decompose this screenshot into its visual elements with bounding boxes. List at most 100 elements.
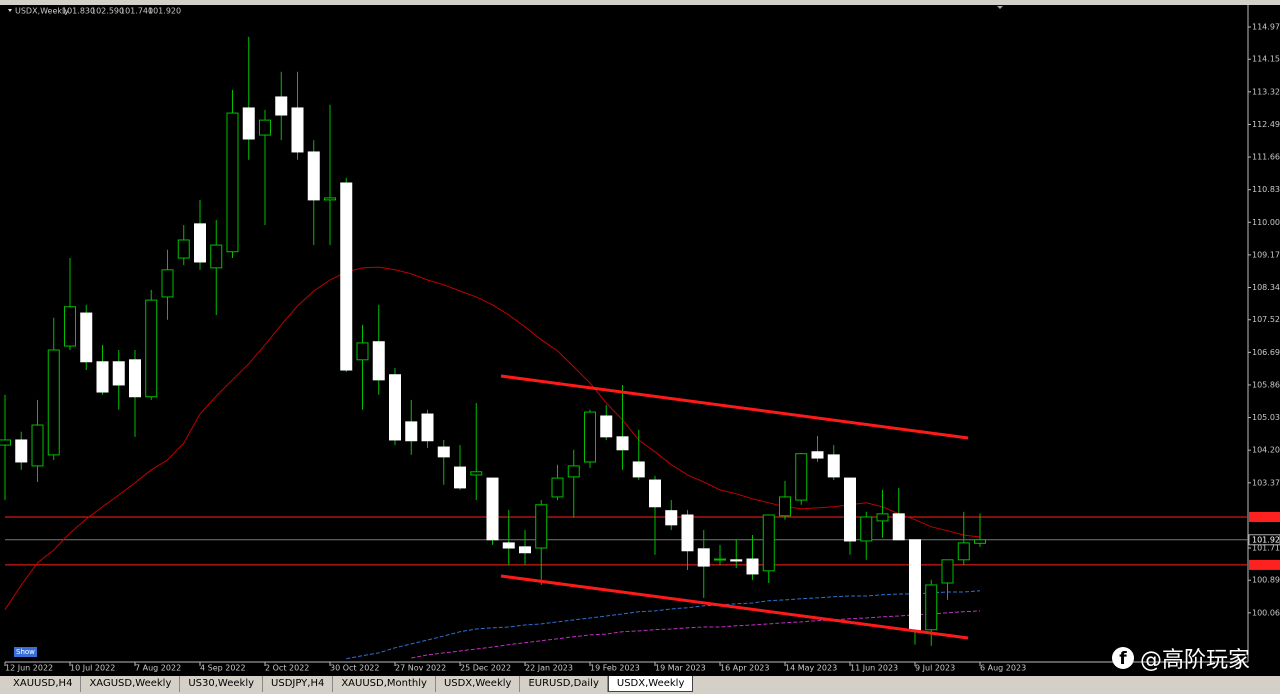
chart-title: USDX,Weekly [15, 7, 69, 16]
x-tick-label: 9 Jul 2023 [915, 664, 955, 673]
candle-body-down [486, 477, 499, 541]
candle-body-down [80, 312, 93, 363]
moving-average [4, 266, 981, 610]
candle-body-down [909, 539, 921, 631]
x-tick-label: 6 Aug 2023 [980, 664, 1026, 673]
moving-average [346, 590, 981, 660]
y-tick-label: 108.340 [1252, 283, 1280, 292]
level-label-box [1249, 511, 1280, 522]
candle-body-up [226, 112, 239, 253]
facebook-icon: f [1112, 647, 1134, 669]
candle-body-down [421, 413, 434, 442]
x-tick-label: 10 Jul 2022 [70, 664, 115, 673]
trend-line-upper [500, 374, 969, 440]
candle-body-up [259, 119, 271, 136]
moving-average [411, 610, 981, 659]
candle-body-down [730, 559, 743, 562]
chart-tab[interactable]: USDX,Weekly [436, 676, 521, 692]
watermark: f @高阶玩家 [1112, 642, 1250, 674]
candle-body-down [307, 151, 320, 201]
y-tick-label: 110.830 [1252, 185, 1280, 194]
y-tick-label: 112.490 [1252, 120, 1280, 129]
x-tick-label: 2 Oct 2022 [265, 664, 309, 673]
y-tick-label: 104.200 [1252, 446, 1280, 455]
marks [0, 36, 1280, 660]
header-arrow [8, 9, 12, 12]
candle-body-down [600, 415, 613, 438]
y-tick-label: 110.000 [1252, 218, 1280, 227]
y-tick-label: 105.860 [1252, 380, 1280, 389]
x-tick-label: 4 Sep 2022 [200, 664, 246, 673]
ohlc-open: 101.830 [62, 7, 95, 16]
candle-body-down [632, 461, 645, 478]
ohlc-close: 101.920 [148, 7, 181, 16]
chart-tab[interactable]: USDX,Weekly [607, 676, 694, 692]
y-tick-label: 111.660 [1252, 153, 1280, 162]
candle-body-up [161, 269, 174, 298]
y-tick-label: 100.060 [1252, 608, 1280, 617]
candle-body-up [584, 411, 596, 463]
show-button[interactable]: Show [14, 647, 37, 657]
x-tick-label: 25 Dec 2022 [460, 664, 511, 673]
candle-body-up [860, 516, 873, 542]
candle-body-down [649, 479, 661, 508]
y-tick-label: 101.710 [1252, 544, 1280, 553]
price-label-box [1248, 534, 1280, 546]
candle-body-up [470, 471, 483, 476]
candle-body-up [974, 539, 986, 544]
x-tick-label: 14 May 2023 [785, 664, 837, 673]
chart-tab[interactable]: US30,Weekly [180, 676, 264, 692]
candle-body-down [502, 542, 515, 549]
candle-body-down [681, 514, 694, 552]
candle-body-up [324, 197, 336, 201]
y-tick-label: 113.320 [1252, 87, 1280, 96]
candle-body-up [210, 244, 223, 269]
candle-body-up [0, 439, 11, 446]
watermark-text: @高阶玩家 [1140, 648, 1251, 673]
chart-background [0, 5, 1280, 676]
x-tick-label: 11 Jun 2023 [850, 664, 898, 673]
x-tick-label: 30 Oct 2022 [330, 664, 379, 673]
y-tick-label: 103.370 [1252, 478, 1280, 487]
candle-body-down [291, 107, 304, 153]
candle-body-down [340, 182, 353, 371]
candle-body-up [762, 514, 775, 572]
chart-tab[interactable]: XAUUSD,H4 [5, 676, 82, 692]
x-tick-label: 22 Jan 2023 [525, 664, 573, 673]
candle-body-down [112, 361, 125, 386]
ohlc-high: 102.590 [91, 7, 124, 16]
candle-body-down [746, 558, 759, 575]
candle-body-up [47, 349, 60, 456]
candle-body-down [242, 107, 255, 140]
candle-body-down [892, 513, 905, 541]
y-tick-label: 114.970 [1252, 23, 1280, 32]
candle-body-up [145, 299, 158, 398]
chart: USDX,Weekly 101.830 102.590 101.740 101.… [0, 5, 1280, 676]
candle-body-up [714, 558, 726, 561]
top-toolbar [0, 0, 1280, 5]
x-tick-label: 7 Aug 2022 [135, 664, 181, 673]
ohlc-low: 101.740 [120, 7, 153, 16]
candle-body-down [15, 439, 28, 463]
candle-body-down [194, 223, 206, 263]
candle-body-down [405, 421, 418, 442]
candle-body-down [372, 341, 385, 381]
candle-body-down [665, 510, 678, 526]
y-tick-label: 100.890 [1252, 576, 1280, 585]
candle-body-down [811, 451, 824, 459]
candle-body-down [454, 466, 466, 489]
candle-body-up [177, 239, 190, 259]
shift-marker [997, 6, 1003, 9]
chart-tab[interactable]: XAGUSD,Weekly [81, 676, 181, 692]
y-tick-label: 105.030 [1252, 413, 1280, 422]
chart-tab[interactable]: USDJPY,H4 [263, 676, 334, 692]
chart-tab[interactable]: XAUUSD,Monthly [333, 676, 436, 692]
candle-body-down [697, 548, 710, 567]
chart-tab[interactable]: EURUSD,Daily [520, 676, 608, 692]
candle-body-up [64, 306, 76, 347]
candle-body-up [925, 584, 938, 631]
level-label-box [1249, 559, 1280, 570]
y-tick-label: 106.690 [1252, 348, 1280, 357]
y-tick-label: 114.150 [1252, 55, 1280, 64]
